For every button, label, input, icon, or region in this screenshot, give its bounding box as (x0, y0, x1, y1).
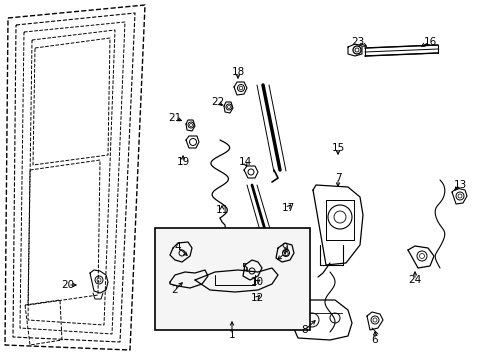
Text: 15: 15 (331, 143, 344, 153)
Text: 4: 4 (174, 242, 181, 252)
Text: 10: 10 (250, 277, 263, 287)
Text: 2: 2 (171, 285, 178, 295)
Text: 18: 18 (231, 67, 244, 77)
Text: 16: 16 (423, 37, 436, 47)
Text: 5: 5 (241, 263, 248, 273)
Text: 20: 20 (61, 280, 74, 290)
Bar (155, 228, 309, 330)
Text: 23: 23 (351, 37, 364, 47)
Text: 13: 13 (452, 180, 466, 190)
Text: 24: 24 (407, 275, 421, 285)
Text: 12: 12 (250, 293, 263, 303)
Text: 21: 21 (168, 113, 181, 123)
Text: 9: 9 (281, 243, 288, 253)
Text: 8: 8 (301, 325, 307, 335)
Text: 14: 14 (238, 157, 251, 167)
Text: 6: 6 (371, 335, 378, 345)
Text: 19: 19 (176, 157, 189, 167)
Text: 11: 11 (215, 205, 228, 215)
Text: 3: 3 (281, 248, 288, 258)
Text: 17: 17 (281, 203, 294, 213)
Text: 7: 7 (334, 173, 341, 183)
Text: 1: 1 (228, 330, 235, 340)
Text: 22: 22 (211, 97, 224, 107)
